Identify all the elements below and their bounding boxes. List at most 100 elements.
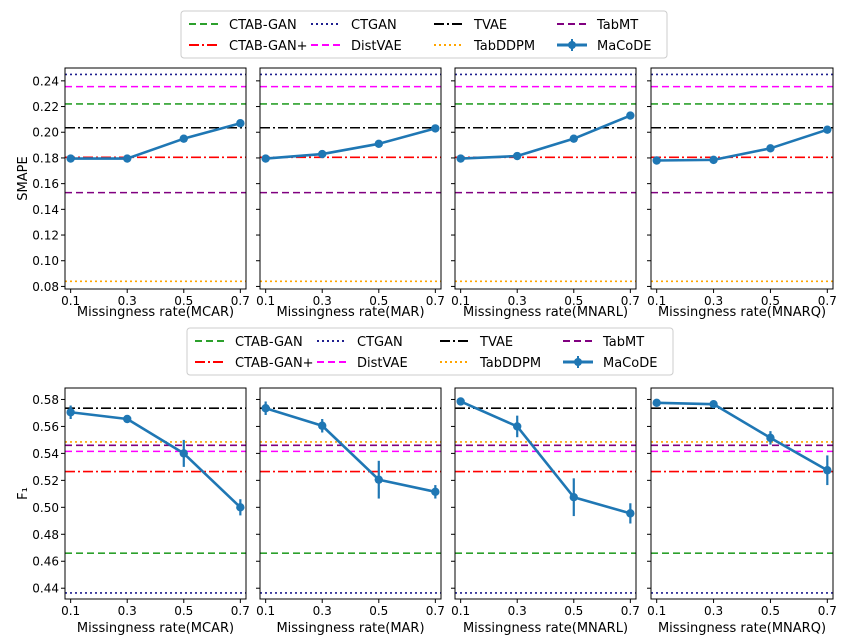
data-point bbox=[179, 449, 188, 458]
y-tick-label: 0.48 bbox=[32, 528, 59, 542]
legend-label: TabMT bbox=[602, 335, 644, 350]
y-tick-label: 0.18 bbox=[32, 151, 59, 165]
x-axis-label: Missingness rate(MCAR) bbox=[77, 305, 234, 320]
data-point bbox=[652, 156, 661, 165]
data-point bbox=[709, 155, 718, 165]
series-line bbox=[70, 410, 242, 509]
y-tick-label: 0.52 bbox=[32, 474, 59, 488]
data-point bbox=[123, 414, 132, 424]
data-point bbox=[626, 509, 635, 518]
x-axis-label: Missingness rate(MNARQ) bbox=[658, 621, 826, 636]
legend-label: TabDDPM bbox=[479, 356, 541, 371]
legend-item: CTAB-GAN+ bbox=[195, 356, 314, 371]
legend-item: TabDDPM bbox=[434, 39, 535, 54]
legend-label: MaCoDE bbox=[597, 39, 651, 54]
legend-label: CTGAN bbox=[357, 335, 403, 350]
x-tick-label: 0.7 bbox=[426, 604, 445, 618]
x-tick-label: 0.3 bbox=[118, 294, 137, 308]
y-axis-label: F₁ bbox=[16, 487, 31, 500]
y-tick-label: 0.20 bbox=[32, 126, 59, 140]
legend-item: CTAB-GAN bbox=[189, 18, 297, 33]
legend-item: CTGAN bbox=[311, 18, 397, 33]
legend-frame bbox=[180, 10, 668, 59]
legend-label: CTAB-GAN bbox=[235, 335, 303, 350]
charts: SMAPE 0.08 0.10 0.12 0.14 0.16 0.18 0.20 0.22 0.2… bbox=[16, 67, 837, 636]
panel: 0.08 0.10 0.12 0.14 0.16 0.18 0.20 0.22 0.24 0.1 0… bbox=[32, 67, 250, 320]
chart: F₁ 0.44 0.46 0.48 0.50 0.52 0.54 0.56 0.58 0.1 0.3… bbox=[16, 387, 837, 636]
data-point bbox=[261, 404, 270, 413]
y-tick-label: 0.44 bbox=[32, 582, 59, 596]
x-tick-label: 0.7 bbox=[231, 294, 250, 308]
legend-item: MaCoDE bbox=[563, 356, 657, 371]
legend-label: MaCoDE bbox=[603, 356, 657, 371]
y-tick-label: 0.50 bbox=[32, 501, 59, 515]
x-axis-label: Missingness rate(MNARQ) bbox=[658, 305, 826, 320]
x-tick-label: 0.5 bbox=[761, 294, 780, 308]
legend-label: TabDDPM bbox=[473, 39, 535, 54]
data-point bbox=[66, 154, 75, 163]
panel-frame bbox=[64, 387, 247, 600]
data-point bbox=[456, 397, 465, 406]
x-tick-label: 0.7 bbox=[621, 294, 640, 308]
legend-label: CTAB-GAN+ bbox=[229, 39, 308, 54]
x-axis-label: Missingness rate(MNARL) bbox=[463, 621, 628, 636]
data-point bbox=[318, 421, 327, 430]
legend-frame bbox=[186, 327, 674, 376]
legend-label: TVAE bbox=[473, 18, 507, 33]
legend-item: CTAB-GAN+ bbox=[189, 39, 308, 54]
y-tick-label: 0.10 bbox=[32, 254, 59, 268]
legend: CTAB-GAN CTGAN TVAE TabMT CTAB-GAN+ DistVAE Ta… bbox=[186, 327, 674, 376]
legend-item: DistVAE bbox=[311, 39, 402, 54]
x-tick-label: 0.7 bbox=[818, 604, 837, 618]
data-point bbox=[374, 139, 383, 149]
data-point bbox=[66, 408, 75, 417]
data-point bbox=[236, 119, 245, 128]
data-point bbox=[123, 154, 132, 163]
legend-label: CTAB-GAN bbox=[229, 18, 297, 33]
panel: 0.1 0.3 0.5 0.7 Missingness rate(MNARL) bbox=[451, 387, 640, 636]
legend: CTAB-GAN CTGAN TVAE TabMT CTAB-GAN+ DistVAE Ta… bbox=[180, 10, 668, 59]
panel-frame bbox=[259, 387, 442, 600]
legend-label: CTGAN bbox=[351, 18, 397, 33]
x-tick-label: 0.1 bbox=[256, 604, 275, 618]
x-tick-label: 0.1 bbox=[61, 604, 80, 618]
data-point bbox=[652, 398, 661, 408]
y-tick-label: 0.54 bbox=[32, 447, 59, 461]
x-tick-label: 0.3 bbox=[118, 604, 137, 618]
x-tick-label: 0.7 bbox=[818, 294, 837, 308]
series-line bbox=[656, 128, 828, 162]
series-line bbox=[656, 401, 828, 472]
legend-label: CTAB-GAN+ bbox=[235, 356, 314, 371]
x-axis-label: Missingness rate(MCAR) bbox=[77, 621, 234, 636]
x-tick-label: 0.5 bbox=[761, 604, 780, 618]
legend-item: TVAE bbox=[434, 18, 507, 33]
x-axis-label: Missingness rate(MAR) bbox=[276, 621, 424, 636]
data-point bbox=[261, 154, 270, 163]
panel-frame bbox=[650, 67, 834, 290]
data-point bbox=[766, 433, 775, 443]
chart: SMAPE 0.08 0.10 0.12 0.14 0.16 0.18 0.20 0.22 0.2… bbox=[16, 67, 837, 320]
series-line bbox=[460, 114, 631, 160]
data-point bbox=[709, 399, 718, 409]
legend-item: CTGAN bbox=[317, 335, 403, 350]
data-point bbox=[236, 503, 245, 512]
data-point bbox=[431, 124, 440, 133]
x-tick-label: 0.7 bbox=[426, 294, 445, 308]
panel: 0.44 0.46 0.48 0.50 0.52 0.54 0.56 0.58 0.1 0.3 0.… bbox=[32, 387, 250, 636]
x-tick-label: 0.1 bbox=[256, 294, 275, 308]
legend-label: DistVAE bbox=[351, 39, 402, 54]
legend-item: TabDDPM bbox=[440, 356, 541, 371]
panel-frame bbox=[64, 67, 247, 290]
panel-frame bbox=[454, 67, 637, 290]
y-tick-label: 0.16 bbox=[32, 177, 59, 191]
x-tick-label: 0.5 bbox=[564, 294, 583, 308]
legend-item: MaCoDE bbox=[557, 39, 651, 54]
y-tick-label: 0.14 bbox=[32, 203, 59, 217]
x-tick-label: 0.5 bbox=[369, 294, 388, 308]
x-tick-label: 0.5 bbox=[564, 604, 583, 618]
series-line bbox=[265, 127, 436, 160]
legend-marker bbox=[568, 41, 576, 49]
